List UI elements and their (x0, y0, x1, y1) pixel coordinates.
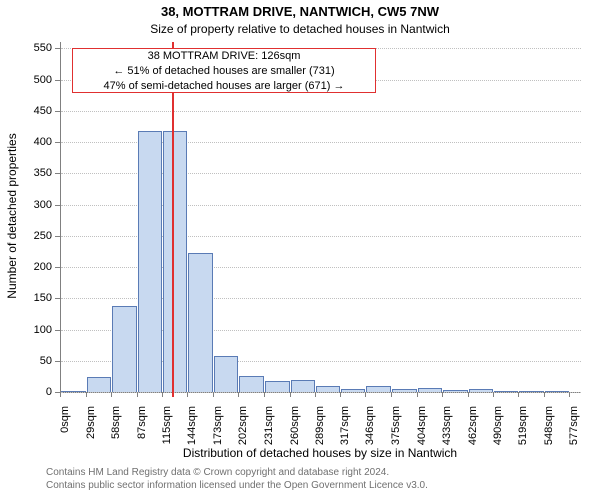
annotation-line-2: ← 51% of detached houses are smaller (73… (73, 64, 375, 79)
xtick-mark (493, 392, 494, 397)
xtick-label: 173sqm (212, 406, 224, 456)
ytick-label: 150 (22, 292, 52, 304)
xtick-mark (238, 392, 239, 397)
histogram-bar (392, 389, 417, 392)
xtick-label: 0sqm (59, 406, 71, 456)
histogram-bar (545, 391, 570, 392)
histogram-bar (61, 391, 86, 392)
histogram-bar (239, 376, 264, 392)
grid-line (61, 111, 581, 112)
histogram-bar (214, 356, 239, 392)
xtick-label: 577sqm (568, 406, 580, 456)
xtick-mark (518, 392, 519, 397)
xtick-label: 260sqm (289, 406, 301, 456)
ytick-mark (55, 111, 60, 112)
histogram-bar (366, 386, 391, 392)
ytick-label: 100 (22, 324, 52, 336)
annotation-line-3: 47% of semi-detached houses are larger (… (73, 79, 375, 94)
histogram-bar (138, 131, 162, 392)
xtick-label: 87sqm (136, 406, 148, 456)
ytick-label: 350 (22, 167, 52, 179)
footer-line-1: Contains HM Land Registry data © Crown c… (0, 466, 600, 479)
xtick-label: 289sqm (314, 406, 326, 456)
histogram-bar (341, 389, 366, 392)
xtick-mark (137, 392, 138, 397)
ytick-mark (55, 142, 60, 143)
xtick-mark (187, 392, 188, 397)
xtick-mark (315, 392, 316, 397)
xtick-mark (290, 392, 291, 397)
annotation-line-1: 38 MOTTRAM DRIVE: 126sqm (73, 49, 375, 64)
histogram-bar (163, 131, 188, 392)
histogram-bar (291, 380, 316, 393)
xtick-mark (111, 392, 112, 397)
xtick-mark (391, 392, 392, 397)
annotation-box: 38 MOTTRAM DRIVE: 126sqm ← 51% of detach… (72, 48, 376, 93)
histogram-bar (494, 391, 519, 392)
ytick-mark (55, 205, 60, 206)
xtick-mark (569, 392, 570, 397)
y-axis-label: Number of detached properties (5, 116, 19, 316)
xtick-label: 462sqm (467, 406, 479, 456)
ytick-mark (55, 267, 60, 268)
xtick-mark (468, 392, 469, 397)
xtick-label: 548sqm (543, 406, 555, 456)
footer-line-2: Contains public sector information licen… (0, 479, 600, 492)
xtick-label: 115sqm (161, 406, 173, 456)
ytick-label: 300 (22, 199, 52, 211)
ytick-label: 550 (22, 42, 52, 54)
xtick-mark (365, 392, 366, 397)
xtick-label: 202sqm (237, 406, 249, 456)
chart-plot-area (60, 42, 581, 393)
xtick-label: 346sqm (364, 406, 376, 456)
ytick-label: 400 (22, 136, 52, 148)
xtick-label: 375sqm (390, 406, 402, 456)
ytick-mark (55, 298, 60, 299)
histogram-bar (188, 253, 213, 392)
histogram-bar (469, 389, 493, 392)
chart-title-main: 38, MOTTRAM DRIVE, NANTWICH, CW5 7NW (0, 4, 600, 19)
ytick-label: 500 (22, 74, 52, 86)
xtick-mark (544, 392, 545, 397)
ytick-label: 450 (22, 105, 52, 117)
ytick-label: 200 (22, 261, 52, 273)
xtick-mark (442, 392, 443, 397)
histogram-bar (265, 381, 290, 392)
histogram-bar (519, 391, 544, 392)
xtick-mark (213, 392, 214, 397)
xtick-label: 29sqm (85, 406, 97, 456)
xtick-label: 519sqm (517, 406, 529, 456)
xtick-mark (340, 392, 341, 397)
xtick-mark (417, 392, 418, 397)
xtick-label: 317sqm (339, 406, 351, 456)
xtick-mark (264, 392, 265, 397)
ytick-mark (55, 330, 60, 331)
histogram-bar (418, 388, 443, 392)
ytick-mark (55, 361, 60, 362)
ytick-label: 50 (22, 355, 52, 367)
histogram-bar (112, 306, 137, 392)
xtick-label: 433sqm (441, 406, 453, 456)
chart-footer: Contains HM Land Registry data © Crown c… (0, 466, 600, 492)
xtick-label: 58sqm (110, 406, 122, 456)
xtick-mark (60, 392, 61, 397)
chart-title-sub: Size of property relative to detached ho… (0, 22, 600, 36)
ytick-label: 0 (22, 386, 52, 398)
ytick-mark (55, 236, 60, 237)
histogram-bar (316, 386, 340, 392)
ytick-mark (55, 48, 60, 49)
ytick-mark (55, 80, 60, 81)
xtick-label: 144sqm (186, 406, 198, 456)
histogram-bar (443, 390, 468, 393)
ytick-mark (55, 173, 60, 174)
xtick-mark (86, 392, 87, 397)
reference-line (172, 42, 174, 397)
histogram-bar (87, 377, 112, 392)
xtick-label: 231sqm (263, 406, 275, 456)
xtick-mark (162, 392, 163, 397)
grid-line (61, 392, 581, 393)
ytick-label: 250 (22, 230, 52, 242)
xtick-label: 404sqm (416, 406, 428, 456)
xtick-label: 490sqm (492, 406, 504, 456)
